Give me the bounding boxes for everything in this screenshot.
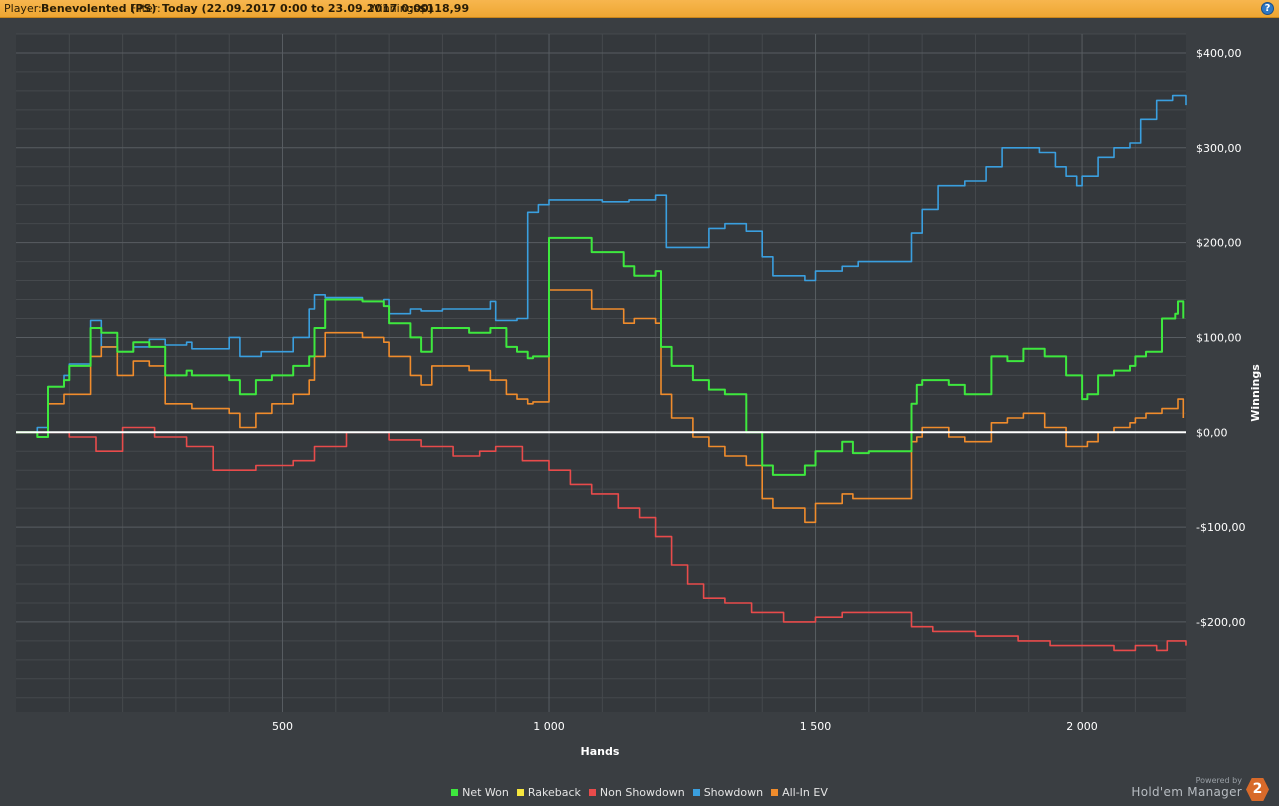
legend-swatch — [692, 789, 700, 796]
filter-header-bar: Player: Benevolented (PS) Filter: Today … — [0, 0, 1279, 18]
help-icon[interactable]: ? — [1261, 2, 1274, 15]
series-line-all-in-ev — [16, 289, 1185, 524]
legend-item-net-won[interactable]: Net Won — [451, 786, 509, 799]
major-gridlines — [16, 34, 1186, 712]
series-line-non-showdown — [16, 426, 1187, 652]
holdem-manager-branding: Powered by Hold'em Manager 2 — [1129, 776, 1269, 802]
x-axis-title: Hands — [581, 745, 620, 758]
y-axis-ticks: $400,00 $300,00 $200,00 $100,00 $0,00 -$100,0… — [1196, 47, 1245, 629]
series-lines — [16, 94, 1187, 652]
x-tick-label: 1 000 — [533, 720, 565, 733]
legend-swatch — [588, 789, 596, 796]
filter-label: Filter: — [130, 2, 161, 15]
player-value[interactable]: Benevolented (PS) — [41, 2, 157, 15]
hm2-logo-icon: 2 — [1246, 778, 1269, 801]
y-tick-label: -$200,00 — [1196, 616, 1245, 629]
legend-label: Rakeback — [527, 786, 581, 799]
filter-value[interactable]: Today (22.09.2017 0:00 to 23.09.2017 0:0… — [162, 2, 434, 15]
legend-swatch — [516, 789, 524, 796]
legend-item-showdown[interactable]: Showdown — [692, 786, 764, 799]
y-tick-label: $300,00 — [1196, 142, 1242, 155]
y-tick-label: $200,00 — [1196, 237, 1242, 250]
series-line-net-won — [16, 236, 1185, 476]
y-tick-label: $0,00 — [1196, 426, 1228, 439]
legend-swatch — [451, 789, 459, 796]
x-tick-label: 2 000 — [1066, 720, 1098, 733]
legend-item-all-in-ev[interactable]: All-In EV — [771, 786, 828, 799]
legend-item-rakeback[interactable]: Rakeback — [516, 786, 581, 799]
brand-name: Hold'em Manager — [1131, 785, 1242, 799]
winnings-label: Winnings: — [369, 2, 424, 15]
chart-legend: Net Won Rakeback Non Showdown Showdown All-I… — [0, 786, 1279, 800]
winnings-value: $118,99 — [419, 2, 470, 15]
x-tick-label: 500 — [272, 720, 293, 733]
powered-by-text: Powered by — [1195, 776, 1242, 785]
y-tick-label: $400,00 — [1196, 47, 1242, 60]
legend-label: Non Showdown — [599, 786, 685, 799]
minor-gridlines — [16, 33, 1186, 712]
legend-item-non-showdown[interactable]: Non Showdown — [588, 786, 685, 799]
y-axis-title: Winnings — [1249, 364, 1262, 422]
winnings-chart: 500 1 000 1 500 2 000 $400,00 $300,00 $200,00… — [16, 33, 1262, 758]
player-label: Player: — [4, 2, 42, 15]
legend-label: Net Won — [462, 786, 509, 799]
y-tick-label: $100,00 — [1196, 331, 1242, 344]
x-axis-ticks: 500 1 000 1 500 2 000 — [272, 720, 1098, 733]
y-tick-label: -$100,00 — [1196, 521, 1245, 534]
legend-label: Showdown — [703, 786, 764, 799]
legend-label: All-In EV — [782, 786, 828, 799]
series-line-showdown — [16, 94, 1187, 434]
x-tick-label: 1 500 — [800, 720, 832, 733]
legend-swatch — [771, 789, 779, 796]
